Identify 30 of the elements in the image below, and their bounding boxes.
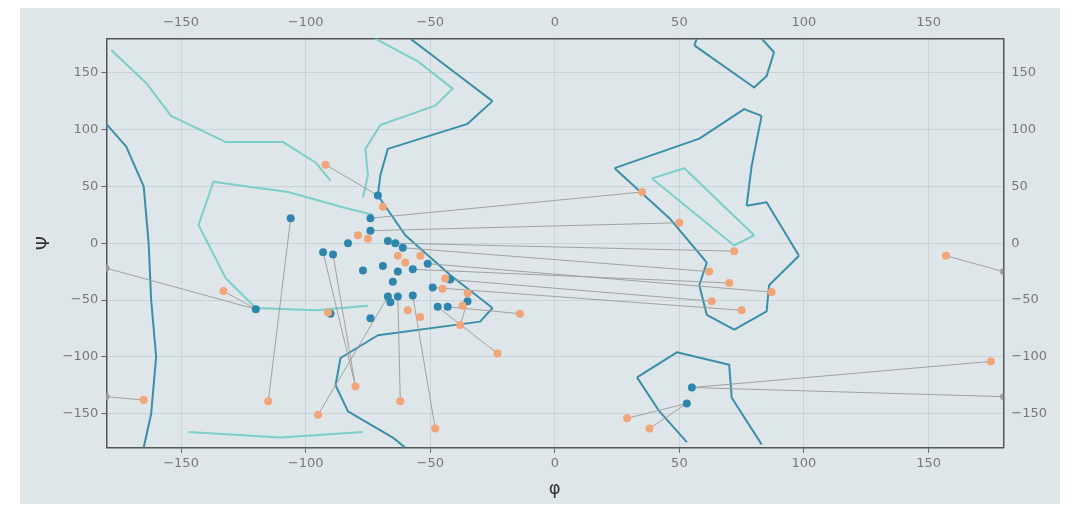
y2-tick-label: −100 bbox=[1011, 348, 1048, 364]
y2-tick-label: 50 bbox=[1011, 177, 1028, 193]
y-tick-label: −50 bbox=[70, 291, 99, 307]
x-tick-label: −150 bbox=[163, 454, 199, 470]
y-tick-label: −100 bbox=[62, 348, 99, 364]
x2-tick-label: −150 bbox=[163, 14, 199, 30]
y-tick-label: −150 bbox=[62, 405, 99, 421]
x-axis-title: φ bbox=[548, 476, 561, 498]
x2-tick-label: 150 bbox=[916, 14, 941, 30]
x-tick-label: 150 bbox=[916, 454, 941, 470]
x2-tick-label: −100 bbox=[287, 14, 324, 30]
x-tick-label: 0 bbox=[550, 454, 559, 470]
x-tick-label: 50 bbox=[671, 454, 688, 470]
x2-tick-label: 0 bbox=[550, 14, 559, 30]
x2-tick-label: 50 bbox=[671, 14, 688, 30]
y-axis-title: Ψ bbox=[32, 236, 54, 251]
y2-tick-label: 0 bbox=[1011, 234, 1020, 250]
x2-tick-label: 100 bbox=[791, 14, 817, 30]
x-tick-label: −100 bbox=[287, 454, 324, 470]
x2-tick-label: −50 bbox=[416, 14, 444, 30]
x-tick-label: 100 bbox=[791, 454, 817, 470]
y-tick-label: 100 bbox=[73, 120, 99, 136]
y2-tick-label: −150 bbox=[1011, 405, 1048, 421]
y-tick-label: 50 bbox=[81, 177, 99, 193]
y2-tick-label: 150 bbox=[1011, 64, 1037, 80]
y2-tick-label: 100 bbox=[1011, 120, 1037, 136]
y-tick-label: 0 bbox=[90, 234, 99, 250]
x-tick-label: −50 bbox=[416, 454, 444, 470]
y2-tick-label: −50 bbox=[1011, 291, 1039, 307]
y-tick-label: 150 bbox=[73, 64, 99, 80]
